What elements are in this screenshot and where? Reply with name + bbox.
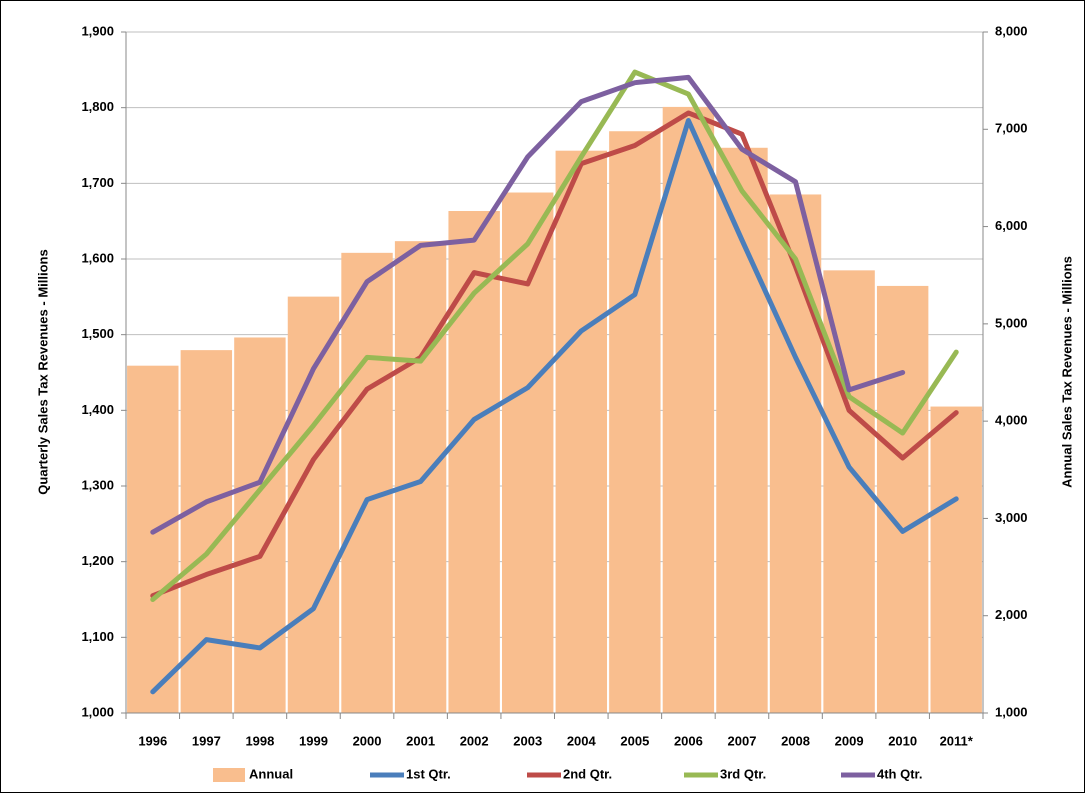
legend-label: Annual	[249, 766, 293, 781]
y-tick-label: 1,400	[81, 402, 114, 417]
y2-tick-label: 7,000	[995, 121, 1028, 136]
x-tick-label: 2001	[406, 733, 435, 748]
bar	[876, 285, 929, 713]
x-tick-label: 1998	[245, 733, 274, 748]
y2-tick-label: 8,000	[995, 23, 1028, 38]
x-tick-label: 2005	[620, 733, 649, 748]
bar	[769, 194, 822, 713]
x-tick-label: 2003	[513, 733, 542, 748]
y-tick-label: 1,000	[81, 704, 114, 719]
y2-tick-label: 2,000	[995, 607, 1028, 622]
x-tick-label: 2004	[567, 733, 597, 748]
x-tick-label: 2008	[781, 733, 810, 748]
bar	[823, 270, 875, 713]
x-tick-label: 2011*	[940, 733, 974, 748]
bar	[341, 252, 393, 714]
bar	[394, 241, 447, 713]
legend-label: 2nd Qtr.	[563, 766, 612, 781]
bar	[287, 296, 340, 713]
x-tick-label: 2010	[888, 733, 917, 748]
bar	[555, 150, 607, 713]
y-axis-title: Quarterly Sales Tax Revenues - Millions	[35, 249, 50, 494]
y2-tick-label: 4,000	[995, 413, 1028, 428]
y-tick-label: 1,200	[81, 553, 114, 568]
x-tick-label: 2006	[674, 733, 703, 748]
x-tick-label: 1997	[192, 733, 221, 748]
x-tick-label: 2002	[460, 733, 489, 748]
y-tick-label: 1,300	[81, 477, 114, 492]
legend-swatch	[213, 768, 245, 782]
legend-label: 1st Qtr.	[406, 766, 451, 781]
x-tick-label: 2009	[835, 733, 864, 748]
y-tick-label: 1,500	[81, 326, 114, 341]
bar	[662, 106, 715, 713]
line	[150, 110, 959, 599]
x-tick-label: 1996	[138, 733, 167, 748]
y-tick-label: 1,800	[81, 99, 114, 114]
y-tick-label: 1,100	[81, 629, 114, 644]
y-tick-label: 1,600	[81, 250, 114, 265]
x-tick-label: 1999	[299, 733, 328, 748]
x-tick-label: 2000	[353, 733, 382, 748]
y2-tick-label: 1,000	[995, 704, 1028, 719]
y2-axis-title: Annual Sales Tax Revenues - Millions	[1059, 256, 1074, 488]
bar	[930, 406, 982, 713]
bar	[448, 211, 500, 713]
legend-label: 4th Qtr.	[877, 766, 923, 781]
line	[150, 118, 959, 695]
y2-tick-label: 6,000	[995, 218, 1028, 233]
bar	[502, 192, 554, 713]
bar	[716, 147, 768, 713]
y2-tick-label: 5,000	[995, 315, 1028, 330]
y-tick-label: 1,900	[81, 23, 114, 38]
y-tick-label: 1,700	[81, 175, 114, 190]
legend-label: 3rd Qtr.	[720, 766, 766, 781]
line	[150, 74, 906, 535]
x-tick-label: 2007	[728, 733, 757, 748]
line	[150, 69, 959, 602]
y2-tick-label: 3,000	[995, 510, 1028, 525]
bar	[609, 131, 661, 713]
bar	[127, 365, 179, 713]
